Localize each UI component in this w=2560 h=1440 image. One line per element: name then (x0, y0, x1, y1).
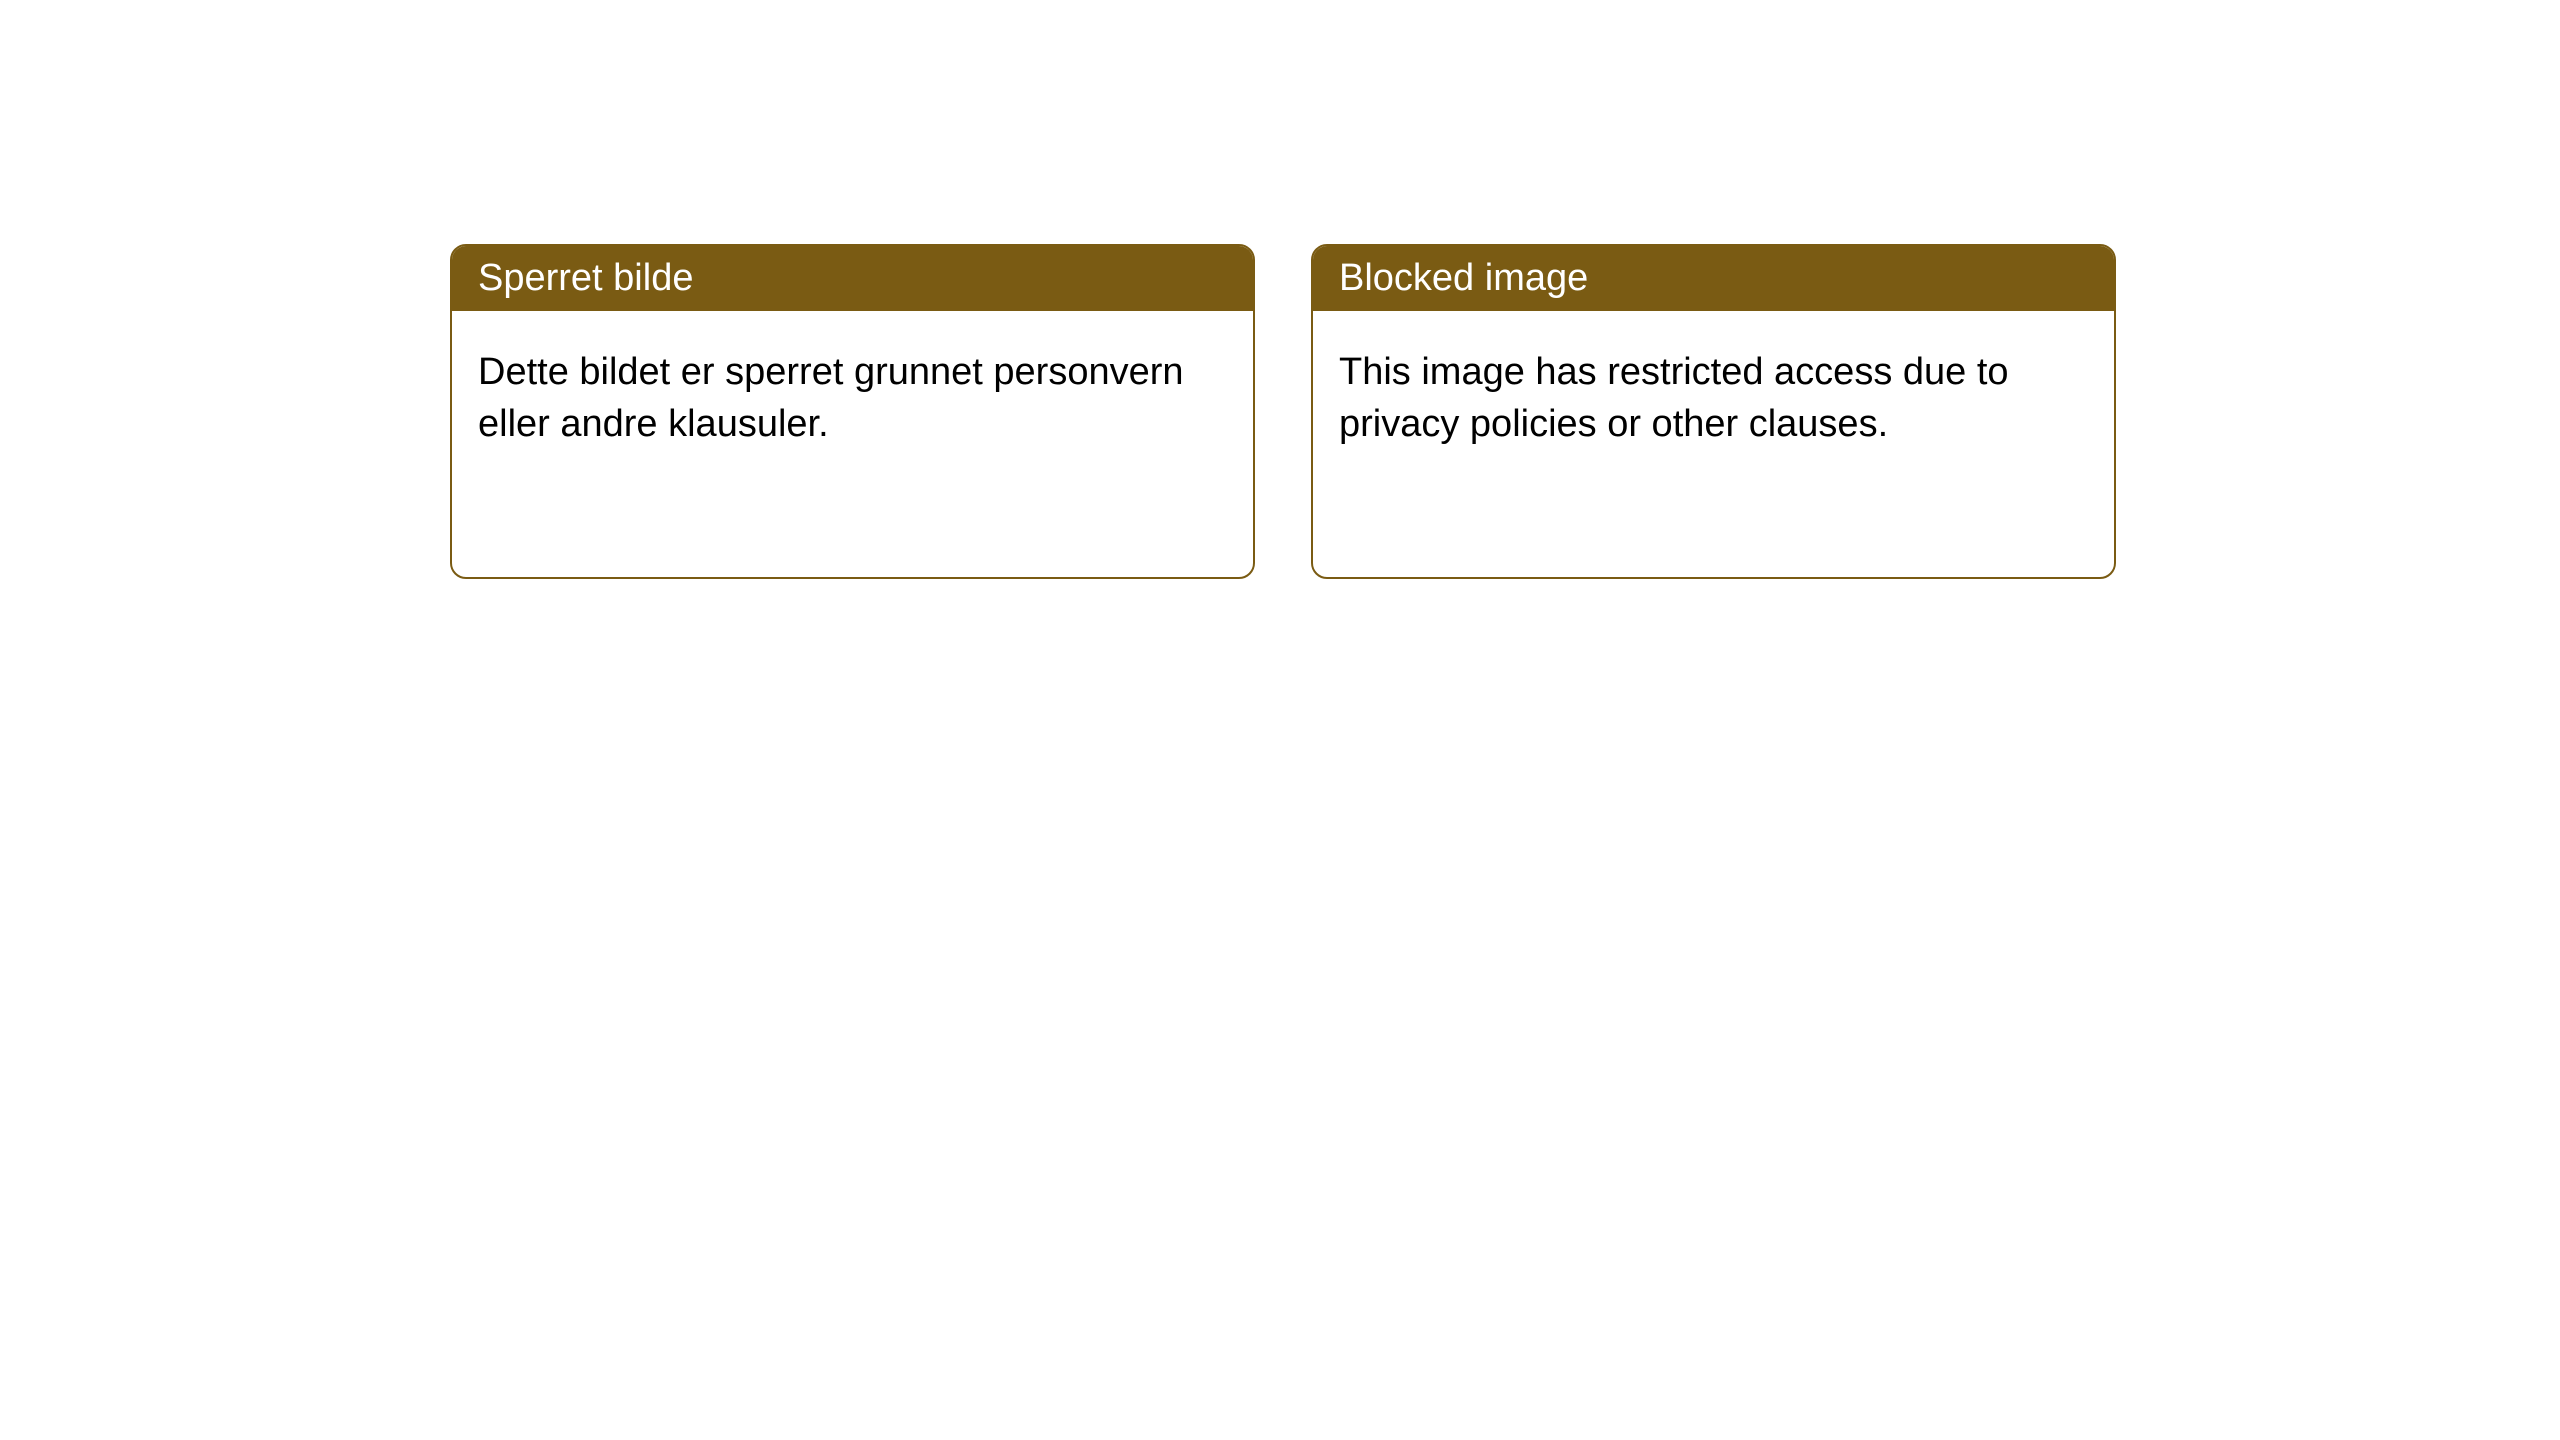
notice-header-norwegian: Sperret bilde (452, 246, 1253, 311)
notice-box-norwegian: Sperret bilde Dette bildet er sperret gr… (450, 244, 1255, 579)
notice-box-english: Blocked image This image has restricted … (1311, 244, 2116, 579)
notice-body-english: This image has restricted access due to … (1313, 311, 2114, 476)
notice-header-english: Blocked image (1313, 246, 2114, 311)
notice-container: Sperret bilde Dette bildet er sperret gr… (0, 0, 2560, 579)
notice-body-norwegian: Dette bildet er sperret grunnet personve… (452, 311, 1253, 476)
